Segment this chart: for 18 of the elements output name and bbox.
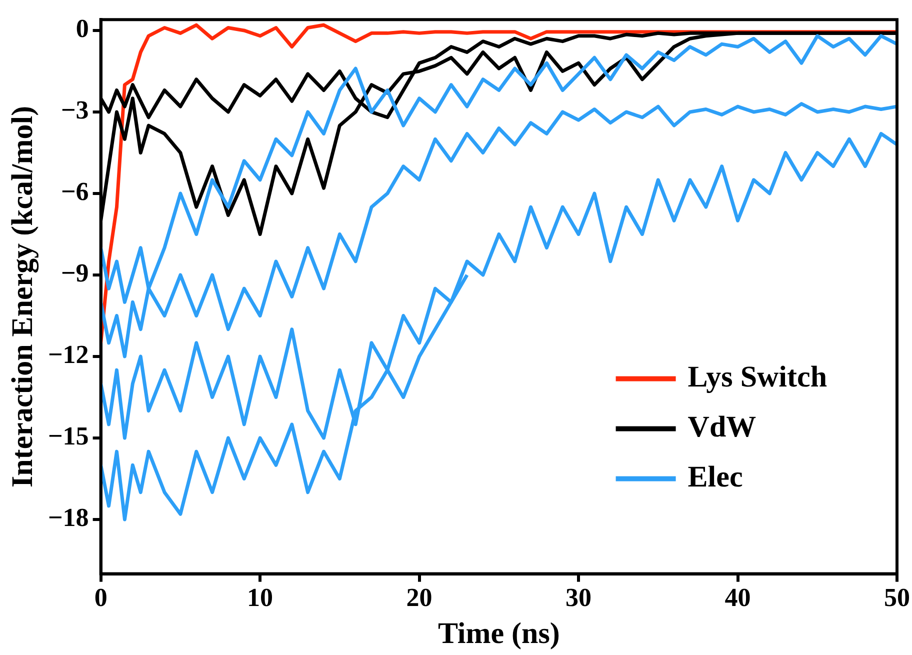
legend-label: Lys Switch: [688, 360, 828, 394]
x-axis-title: Time (ns): [438, 616, 560, 650]
y-tick-label: −3: [60, 96, 89, 125]
x-tick-label: 20: [406, 583, 432, 612]
y-tick-label: −6: [60, 177, 89, 206]
y-tick-label: −12: [48, 340, 89, 370]
legend-label: VdW: [688, 410, 756, 444]
y-tick-label: −9: [60, 258, 89, 288]
x-tick-label: 30: [566, 583, 592, 612]
x-tick-label: 50: [884, 583, 910, 612]
y-tick-label: −15: [48, 422, 89, 451]
x-tick-label: 10: [247, 583, 274, 612]
x-tick-label: 40: [724, 583, 751, 612]
legend-label: Elec: [688, 460, 743, 494]
y-axis-title: Interaction Energy (kcal/mol): [6, 106, 39, 488]
y-tick-label: 0: [76, 14, 89, 44]
y-tick-label: −18: [48, 503, 89, 532]
x-tick-label: 0: [94, 583, 108, 612]
